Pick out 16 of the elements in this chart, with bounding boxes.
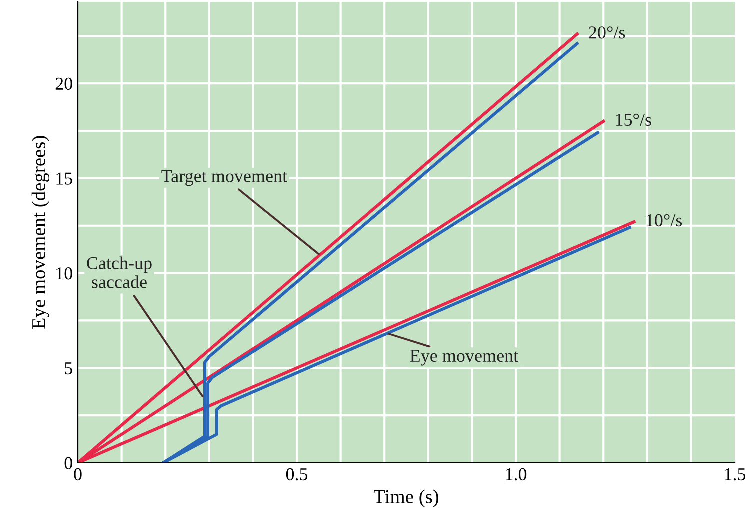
x-tick-label: 1.0 <box>506 468 527 481</box>
y-tick-label: 5 <box>65 362 72 375</box>
series-label: 20°/s <box>589 26 626 39</box>
series-label: 10°/s <box>646 214 682 227</box>
annotation: Catch-up saccade <box>87 256 152 288</box>
x-tick-label: 0 <box>74 468 82 481</box>
y-axis-title: Eye movement (degrees) <box>32 136 50 330</box>
y-tick-label: 10 <box>56 268 72 280</box>
x-tick-label: 0.5 <box>286 468 308 481</box>
x-axis-title: Time (s) <box>374 490 439 508</box>
annotation: Target movement <box>162 170 288 186</box>
y-tick-label: 15 <box>56 172 72 185</box>
series-label: 15°/s <box>616 114 652 126</box>
y-tick-label: 0 <box>64 457 72 470</box>
annotation: Eye movement <box>410 350 519 366</box>
y-tick-label: 20 <box>56 78 72 90</box>
